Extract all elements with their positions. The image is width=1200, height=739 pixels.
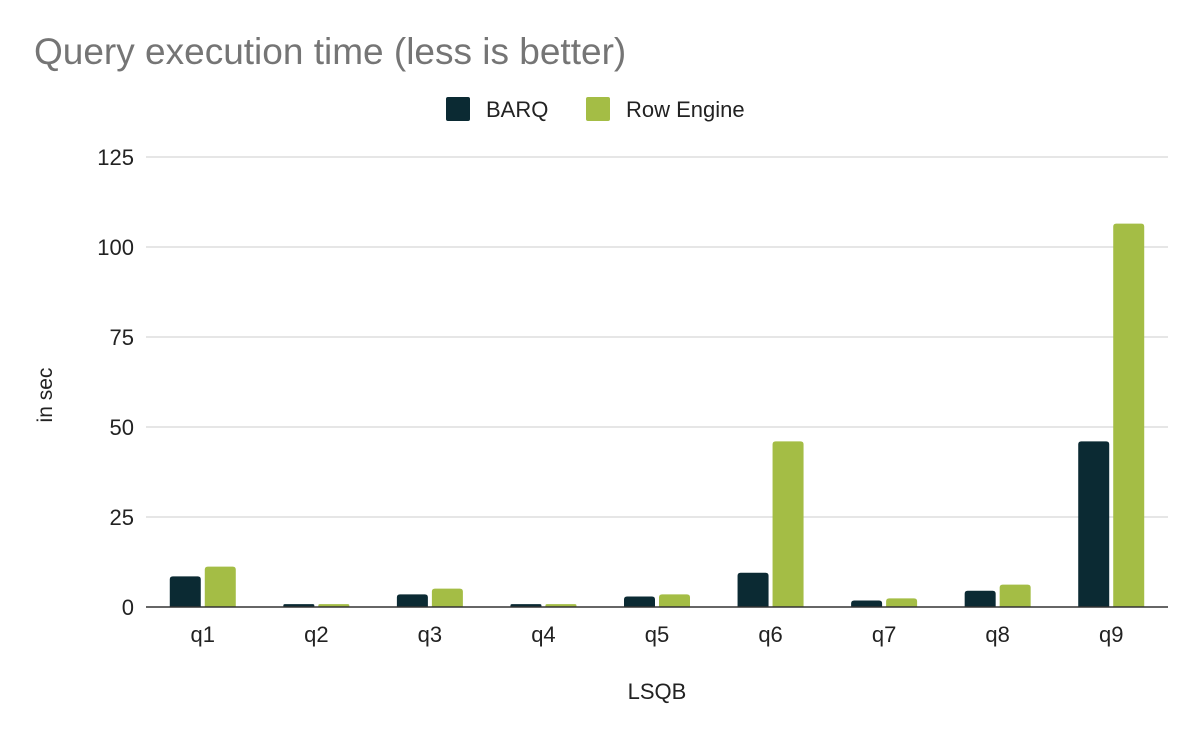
x-tick-label: q5: [645, 622, 669, 647]
bar-barq-q7: [851, 600, 883, 607]
y-tick-label: 50: [110, 415, 134, 440]
gridlines: [146, 156, 1168, 518]
bar-barq-q5: [624, 596, 655, 607]
bars: [169, 223, 1145, 607]
bar-row-engine-q3: [431, 588, 463, 607]
legend-swatch-barq: [446, 97, 470, 121]
bar-row-engine-q5: [659, 594, 690, 607]
x-axis-ticks: q1 q2 q3 q4 q5 q6 q7 q8 q9: [191, 622, 1124, 647]
bar-row-engine-q9: [1113, 223, 1145, 607]
legend-label-barq: BARQ: [486, 97, 548, 122]
bar-row-engine-q6: [772, 441, 804, 607]
x-tick-label: q6: [758, 622, 782, 647]
y-tick-label: 25: [110, 505, 134, 530]
x-tick-label: q8: [985, 622, 1009, 647]
y-tick-label: 100: [97, 235, 134, 260]
bar-barq-q1: [169, 576, 201, 607]
bar-barq-q8: [964, 590, 996, 607]
x-axis-label: LSQB: [628, 679, 687, 704]
legend: BARQ Row Engine: [446, 97, 745, 122]
bar-row-engine-q8: [999, 584, 1031, 607]
y-tick-label: 0: [122, 595, 134, 620]
x-tick-label: q9: [1099, 622, 1123, 647]
x-tick-label: q3: [418, 622, 442, 647]
x-tick-label: q2: [304, 622, 328, 647]
x-tick-label: q7: [872, 622, 896, 647]
y-axis-ticks: 0 25 50 75 100 125: [97, 145, 134, 620]
y-tick-label: 125: [97, 145, 134, 170]
legend-swatch-row-engine: [586, 97, 610, 121]
bar-row-engine-q1: [204, 566, 236, 607]
y-tick-label: 75: [110, 325, 134, 350]
x-tick-label: q4: [531, 622, 555, 647]
bar-barq-q9: [1078, 441, 1110, 607]
bar-row-engine-q7: [886, 598, 918, 607]
legend-label-row-engine: Row Engine: [626, 97, 745, 122]
x-tick-label: q1: [191, 622, 215, 647]
chart-title: Query execution time (less is better): [34, 31, 626, 72]
bar-barq-q3: [396, 594, 428, 607]
bar-barq-q6: [737, 572, 769, 607]
y-axis-label: in sec: [34, 368, 57, 423]
